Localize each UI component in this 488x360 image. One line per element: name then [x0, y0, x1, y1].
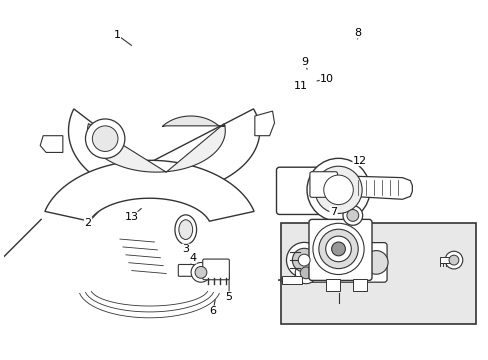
Circle shape [342, 206, 362, 225]
Text: 7: 7 [329, 207, 336, 217]
FancyBboxPatch shape [178, 265, 194, 276]
Circle shape [191, 262, 210, 282]
Text: 3: 3 [182, 244, 189, 254]
Circle shape [292, 248, 315, 272]
Polygon shape [254, 111, 274, 136]
Circle shape [325, 236, 350, 262]
Polygon shape [162, 116, 225, 127]
Polygon shape [439, 257, 451, 263]
Polygon shape [333, 176, 411, 199]
Ellipse shape [179, 220, 192, 239]
Text: 2: 2 [84, 217, 91, 228]
Bar [325, 279, 339, 291]
Polygon shape [68, 109, 259, 195]
Text: 5: 5 [225, 292, 232, 302]
Circle shape [364, 251, 387, 274]
Circle shape [318, 229, 358, 269]
Circle shape [331, 242, 345, 256]
Text: 13: 13 [124, 212, 138, 222]
Text: 9: 9 [301, 57, 307, 67]
FancyBboxPatch shape [306, 243, 386, 282]
Circle shape [300, 267, 311, 279]
FancyBboxPatch shape [276, 167, 323, 215]
Bar [281, 276, 301, 284]
Circle shape [306, 158, 369, 221]
Text: 4: 4 [189, 253, 196, 263]
Circle shape [314, 166, 362, 213]
Circle shape [286, 242, 321, 278]
Text: 6: 6 [209, 306, 216, 316]
Circle shape [448, 255, 458, 265]
Polygon shape [87, 123, 225, 172]
Circle shape [312, 223, 364, 275]
Circle shape [444, 251, 462, 269]
Ellipse shape [175, 215, 196, 244]
FancyBboxPatch shape [308, 219, 371, 280]
Circle shape [195, 266, 206, 278]
FancyBboxPatch shape [203, 259, 229, 280]
FancyBboxPatch shape [309, 172, 337, 197]
Text: 8: 8 [353, 28, 361, 38]
Text: 12: 12 [352, 156, 366, 166]
Bar [280, 222, 475, 324]
Circle shape [323, 175, 352, 204]
Circle shape [295, 262, 316, 284]
Bar [352, 279, 366, 291]
Polygon shape [45, 160, 254, 221]
Text: 1: 1 [113, 30, 120, 40]
Circle shape [85, 119, 124, 158]
Polygon shape [40, 136, 63, 152]
Text: 11: 11 [293, 81, 307, 91]
Text: 10: 10 [320, 74, 334, 84]
Circle shape [298, 254, 309, 266]
Circle shape [92, 126, 118, 152]
Circle shape [346, 210, 358, 221]
